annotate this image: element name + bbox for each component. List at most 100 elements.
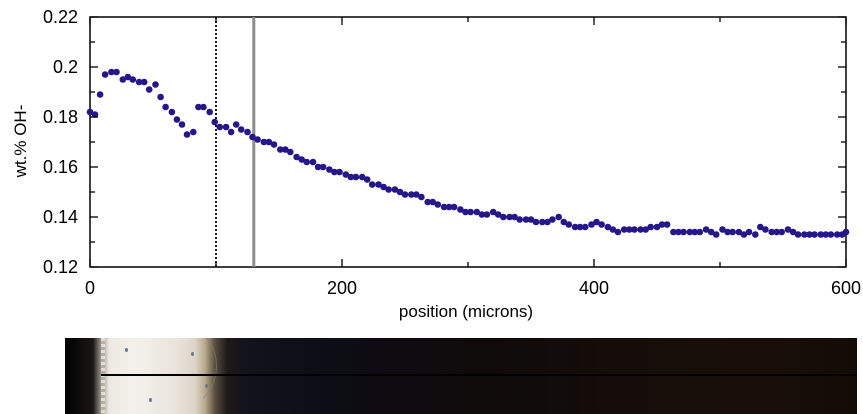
data-point xyxy=(478,211,486,218)
data-point xyxy=(227,128,235,136)
data-point xyxy=(429,198,437,206)
y-tick-label: 0.2 xyxy=(53,57,78,77)
data-point xyxy=(86,108,94,116)
data-point xyxy=(675,228,682,236)
data-point xyxy=(173,116,181,123)
data-point xyxy=(237,126,245,133)
x-axis-label: position (microns) xyxy=(399,302,533,321)
data-point xyxy=(467,208,474,216)
data-point xyxy=(152,81,159,88)
data-point xyxy=(342,171,350,178)
data-point xyxy=(489,208,497,216)
inclusion-dot xyxy=(149,398,152,402)
data-point xyxy=(516,216,523,223)
data-point xyxy=(686,228,694,236)
data-point xyxy=(129,76,137,83)
data-point xyxy=(626,226,633,233)
data-point xyxy=(604,223,612,231)
data-point xyxy=(336,168,343,176)
data-point xyxy=(108,68,115,76)
data-point xyxy=(565,221,573,228)
data-point xyxy=(631,226,638,233)
x-tick-label: 0 xyxy=(85,278,95,298)
data-point xyxy=(244,128,251,136)
y-tick-label: 0.16 xyxy=(43,157,78,177)
data-point xyxy=(249,133,256,141)
data-point xyxy=(817,231,825,238)
data-point xyxy=(794,231,802,238)
data-point xyxy=(473,208,481,216)
data-point xyxy=(358,173,366,181)
y-axis-ticks: 0.12 0.14 0.16 0.18 0.2 0.22 xyxy=(43,7,846,277)
y-tick-label: 0.12 xyxy=(43,257,78,277)
inclusion-dot xyxy=(191,352,194,356)
data-point xyxy=(368,181,376,188)
data-point xyxy=(500,213,507,221)
data-point xyxy=(712,231,720,238)
data-point xyxy=(124,73,132,81)
data-point xyxy=(119,76,127,83)
data-point xyxy=(768,228,775,236)
data-point xyxy=(352,173,360,181)
data-point xyxy=(729,228,736,236)
data-point xyxy=(145,86,153,93)
data-point xyxy=(506,213,513,221)
data-point xyxy=(157,93,164,101)
data-point xyxy=(560,218,568,226)
data-point xyxy=(539,218,546,226)
data-point xyxy=(462,208,469,216)
data-point xyxy=(522,216,530,223)
data-point xyxy=(113,68,120,76)
data-point xyxy=(680,228,687,236)
data-point xyxy=(314,163,322,171)
data-point xyxy=(702,226,710,233)
data-point xyxy=(385,186,392,193)
data-point xyxy=(571,223,579,231)
data-point xyxy=(408,191,415,198)
reference-lines xyxy=(215,17,256,267)
data-point xyxy=(527,216,535,223)
data-point xyxy=(195,103,202,111)
data-point xyxy=(658,221,666,228)
data-point xyxy=(544,218,551,226)
data-point xyxy=(784,226,792,233)
data-point xyxy=(691,228,699,236)
x-tick-label: 600 xyxy=(831,278,861,298)
data-point xyxy=(391,186,399,193)
micrograph-image xyxy=(65,338,857,414)
data-point xyxy=(576,223,584,231)
data-point xyxy=(319,163,327,171)
data-point xyxy=(260,138,268,146)
data-point xyxy=(401,191,409,198)
data-point xyxy=(413,191,420,198)
data-point xyxy=(696,228,704,236)
x-axis-ticks: 0 200 400 600 xyxy=(85,17,861,298)
data-point xyxy=(91,111,99,118)
y-tick-label: 0.14 xyxy=(43,207,78,227)
data-point xyxy=(287,148,294,156)
scan-line xyxy=(101,374,857,376)
data-point xyxy=(183,131,191,138)
data-point xyxy=(735,228,743,236)
data-point xyxy=(303,158,311,166)
data-point xyxy=(222,123,230,131)
data-point xyxy=(581,223,589,231)
data-point xyxy=(620,226,628,233)
data-point xyxy=(254,136,261,143)
data-point xyxy=(418,193,425,201)
data-point xyxy=(375,181,382,188)
inclusion-dot xyxy=(125,348,128,352)
data-point xyxy=(277,146,284,153)
data-point xyxy=(206,108,213,116)
data-point xyxy=(293,153,300,161)
data-point xyxy=(162,103,169,111)
data-point xyxy=(363,176,371,183)
data-point xyxy=(457,206,464,213)
data-point xyxy=(670,228,677,236)
data-point xyxy=(789,228,797,236)
data-point xyxy=(833,231,841,238)
data-point xyxy=(282,146,289,153)
data-point xyxy=(211,118,218,126)
data-point xyxy=(135,78,143,86)
data-point xyxy=(806,231,813,238)
